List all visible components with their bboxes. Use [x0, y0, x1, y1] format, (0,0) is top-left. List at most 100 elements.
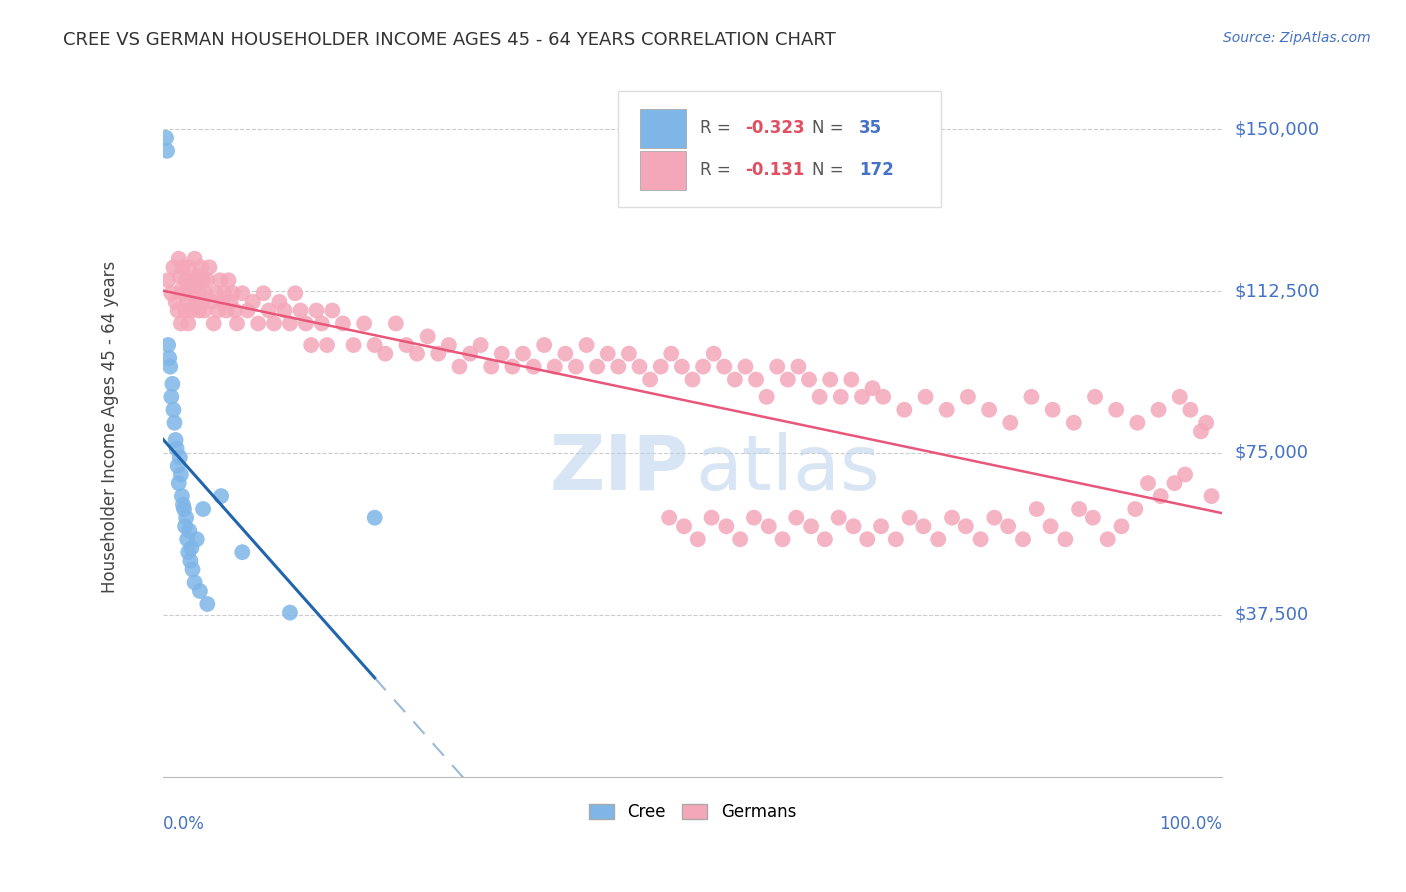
Point	[342, 338, 364, 352]
Point	[479, 359, 502, 374]
Point	[170, 282, 193, 296]
Point	[1063, 416, 1085, 430]
Point	[207, 303, 229, 318]
Point	[176, 294, 198, 309]
Point	[215, 303, 238, 318]
Point	[224, 303, 246, 318]
Point	[374, 346, 396, 360]
Text: CREE VS GERMAN HOUSEHOLDER INCOME AGES 45 - 64 YEARS CORRELATION CHART: CREE VS GERMAN HOUSEHOLDER INCOME AGES 4…	[63, 31, 837, 49]
Point	[218, 273, 240, 287]
Point	[458, 346, 481, 360]
Point	[898, 510, 921, 524]
Point	[211, 294, 233, 309]
Point	[554, 346, 576, 360]
Point	[785, 510, 807, 524]
Point	[1012, 533, 1035, 547]
Point	[575, 338, 598, 352]
Text: atlas: atlas	[696, 432, 880, 506]
Point	[162, 260, 184, 275]
Point	[628, 359, 651, 374]
FancyBboxPatch shape	[640, 109, 686, 148]
Point	[172, 260, 194, 275]
Point	[263, 317, 285, 331]
Point	[209, 273, 232, 287]
Point	[209, 489, 232, 503]
Point	[174, 510, 197, 524]
Point	[191, 273, 214, 287]
Point	[671, 359, 693, 374]
Point	[200, 294, 222, 309]
Point	[818, 373, 841, 387]
Point	[1054, 533, 1077, 547]
Point	[186, 533, 208, 547]
Point	[956, 390, 979, 404]
Point	[332, 317, 354, 331]
Point	[180, 541, 202, 555]
Point	[290, 303, 312, 318]
Point	[1081, 510, 1104, 524]
Point	[1097, 533, 1119, 547]
Point	[160, 390, 183, 404]
Point	[395, 338, 418, 352]
Point	[172, 498, 194, 512]
Legend: Cree, Germans: Cree, Germans	[582, 797, 803, 828]
Point	[156, 144, 179, 158]
Point	[734, 359, 756, 374]
Point	[170, 489, 193, 503]
Point	[841, 373, 863, 387]
Point	[997, 519, 1019, 533]
Point	[1195, 416, 1218, 430]
Point	[856, 533, 879, 547]
Point	[1039, 519, 1062, 533]
Point	[692, 359, 714, 374]
Point	[772, 533, 794, 547]
Point	[247, 317, 270, 331]
Point	[160, 286, 183, 301]
Point	[983, 510, 1005, 524]
Point	[226, 317, 249, 331]
Point	[162, 376, 184, 391]
Point	[1111, 519, 1133, 533]
Text: 172: 172	[859, 161, 894, 179]
Point	[470, 338, 492, 352]
Text: $150,000: $150,000	[1234, 120, 1320, 138]
Point	[617, 346, 640, 360]
Point	[406, 346, 429, 360]
Point	[427, 346, 450, 360]
Point	[1084, 390, 1107, 404]
Point	[188, 584, 211, 599]
Text: ZIP: ZIP	[550, 432, 689, 506]
Point	[766, 359, 789, 374]
Point	[533, 338, 555, 352]
Point	[1174, 467, 1197, 482]
Point	[728, 533, 751, 547]
Point	[742, 510, 765, 524]
Point	[703, 346, 725, 360]
Point	[305, 303, 328, 318]
Point	[935, 402, 957, 417]
Point	[716, 519, 738, 533]
Point	[167, 476, 190, 491]
Point	[174, 303, 197, 318]
Point	[808, 390, 831, 404]
Point	[1105, 402, 1128, 417]
Text: 0.0%: 0.0%	[163, 815, 205, 833]
Point	[1168, 390, 1191, 404]
Point	[914, 390, 936, 404]
Point	[162, 402, 184, 417]
Point	[198, 260, 221, 275]
Point	[1123, 502, 1146, 516]
FancyBboxPatch shape	[619, 91, 942, 207]
Text: Householder Income Ages 45 - 64 years: Householder Income Ages 45 - 64 years	[101, 260, 120, 593]
Point	[222, 286, 245, 301]
Point	[713, 359, 735, 374]
Point	[1180, 402, 1202, 417]
Point	[177, 545, 200, 559]
Point	[686, 533, 709, 547]
Point	[512, 346, 534, 360]
Point	[969, 533, 991, 547]
Text: Source: ZipAtlas.com: Source: ZipAtlas.com	[1223, 31, 1371, 45]
Text: -0.131: -0.131	[745, 161, 804, 179]
Point	[672, 519, 695, 533]
Point	[278, 606, 301, 620]
